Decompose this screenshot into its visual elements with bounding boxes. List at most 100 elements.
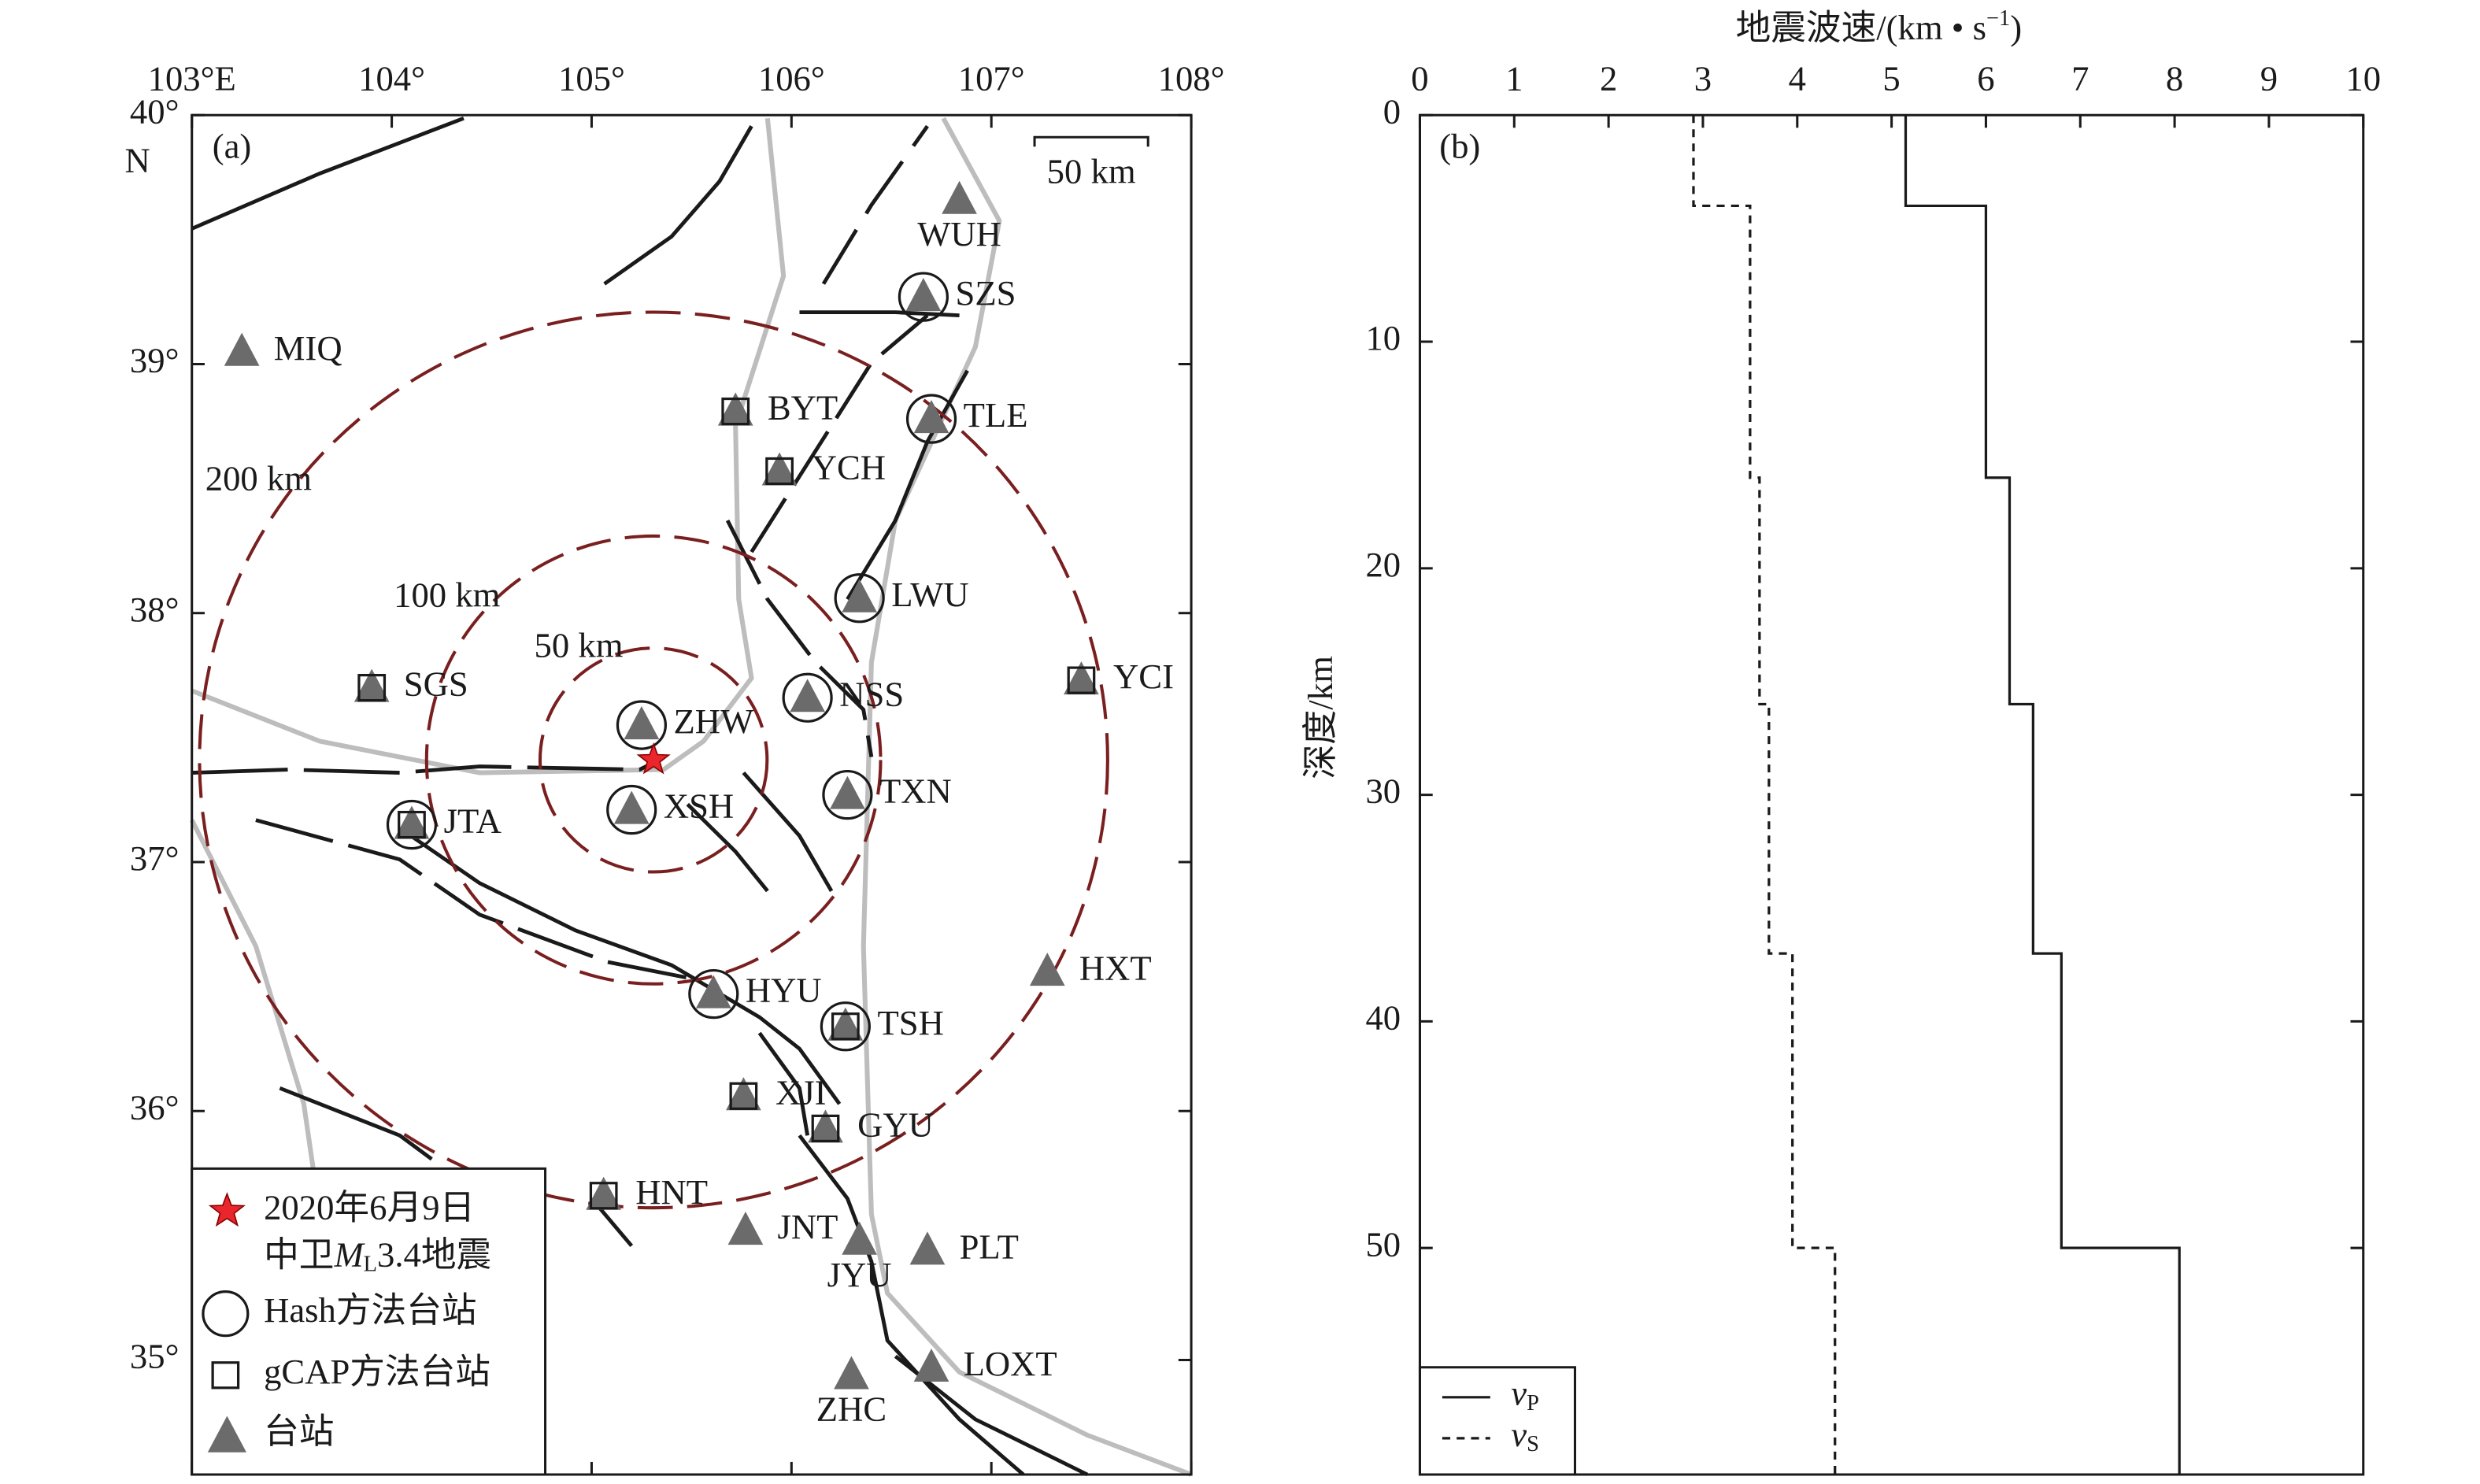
station-label: BYT (768, 388, 838, 427)
station-label: YCI (1113, 657, 1174, 697)
station (726, 1077, 761, 1111)
x-tick-label: 5 (1882, 59, 1900, 98)
station (624, 706, 660, 740)
legend-triangle (207, 1416, 246, 1453)
hash-marker (834, 573, 885, 624)
y-tick-label: 36° (130, 1088, 180, 1127)
hash-marker (386, 799, 438, 850)
station (834, 1356, 869, 1390)
station-label: XSH (664, 786, 734, 826)
legend-label: vP (1511, 1374, 1539, 1416)
station (808, 1109, 843, 1143)
gcap-marker (765, 457, 794, 486)
panel-label: (b) (1439, 127, 1480, 166)
fault (686, 802, 769, 893)
y-tick-label: 35° (130, 1337, 180, 1376)
legend-box (191, 1167, 547, 1476)
y-axis-title: 深度/km (1301, 656, 1340, 779)
x-axis-title-part: 地震波速/(km • s (1736, 8, 1986, 47)
station (913, 400, 949, 434)
station (394, 805, 430, 839)
station-label: GYU (857, 1105, 934, 1145)
y-tick-label: 40° (130, 92, 180, 131)
station-label: JYU (827, 1255, 892, 1294)
station (1029, 953, 1065, 986)
fault (846, 369, 969, 601)
legend-box (1418, 1366, 1577, 1476)
station (909, 1231, 946, 1265)
fault (409, 834, 842, 1105)
fault (191, 116, 465, 231)
station-label: ZHW (674, 701, 754, 741)
y-tick-label: 38° (130, 590, 180, 629)
hash-marker (688, 968, 739, 1020)
station (695, 975, 731, 1008)
y-tick-label: 40 (1365, 998, 1401, 1038)
legend-label-part: 中卫 (264, 1235, 334, 1275)
legend-label: Hash方法台站 (264, 1290, 476, 1330)
station (727, 1212, 764, 1245)
legend-label-part: P (1527, 1391, 1539, 1416)
station (613, 790, 650, 824)
fault (603, 125, 753, 286)
x-tick-label: 0 (1411, 59, 1428, 98)
hash-marker (782, 672, 833, 723)
station-label: WUH (917, 214, 1001, 254)
station (830, 775, 865, 809)
station-label: TSH (877, 1003, 943, 1042)
station-label: ZHC (816, 1390, 887, 1429)
x-tick-label: 6 (1977, 59, 1994, 98)
station (827, 1007, 864, 1041)
x-tick-label: 10 (2345, 59, 2381, 98)
map-base (189, 116, 1193, 1477)
ring-label: 100 km (394, 575, 500, 615)
x-tick-label: 107° (958, 59, 1025, 98)
station (913, 1348, 949, 1382)
x-tick-label: 7 (2071, 59, 2089, 98)
station (905, 278, 942, 312)
hash-marker (822, 769, 873, 820)
legend-label-part: v (1511, 1374, 1527, 1413)
legend-label-part: L (364, 1253, 377, 1277)
gcap-marker (831, 1012, 860, 1041)
legend-label: gCAP方法台站 (264, 1352, 490, 1391)
event-star (636, 742, 671, 775)
hash-marker (616, 700, 668, 750)
fault (725, 519, 874, 757)
station (586, 1176, 622, 1210)
station-label: TLE (964, 395, 1028, 435)
station-label: TXN (879, 772, 952, 811)
x-tick-label: 8 (2166, 59, 2183, 98)
fault (255, 818, 688, 980)
legend-label-part: 3.4地震 (377, 1235, 491, 1275)
station-label: HNT (635, 1172, 708, 1212)
panel-label: (a) (213, 127, 252, 166)
x-axis-title-part: −1 (1986, 7, 2010, 31)
x-tick-label: 4 (1789, 59, 1806, 98)
hash-marker (898, 272, 949, 322)
legend-label-part: v (1511, 1415, 1527, 1454)
boundary (191, 117, 787, 775)
station-label: LOXT (964, 1344, 1057, 1383)
station (761, 452, 798, 486)
y-tick-label: 37° (130, 838, 180, 878)
station-label: JTA (444, 801, 502, 841)
legend-circle (202, 1290, 250, 1338)
x-tick-label: 2 (1600, 59, 1617, 98)
x-tick-label: 105° (558, 59, 625, 98)
station (942, 180, 977, 214)
fault (279, 1086, 433, 1161)
station-label: YCH (812, 448, 886, 487)
fault (750, 313, 929, 553)
station-label: LWU (891, 575, 968, 614)
distance-ring (198, 310, 1109, 1210)
x-tick-label: 103°E (148, 59, 236, 98)
y-tick-label: 50 (1365, 1225, 1401, 1264)
hemisphere-label: N (125, 141, 150, 180)
legend-star (208, 1192, 246, 1227)
boundary (861, 117, 1193, 1477)
station-label: NSS (839, 675, 904, 714)
legend-label-part: S (1527, 1433, 1539, 1457)
scale-bar (1033, 135, 1149, 147)
legend-label: 台站 (264, 1412, 334, 1451)
